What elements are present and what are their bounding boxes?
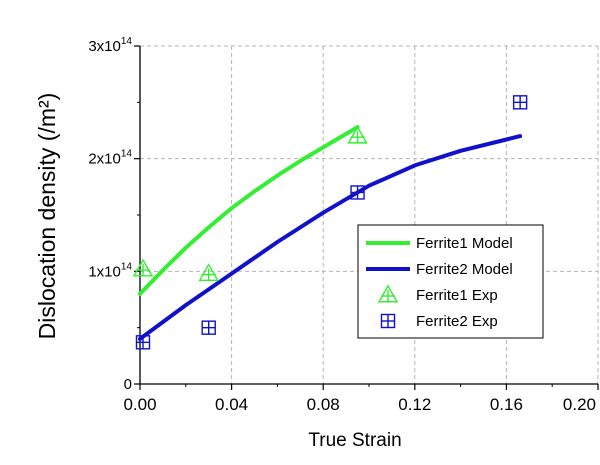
x-tick-label: 0.16: [490, 395, 523, 414]
legend-swatch-square: [380, 313, 396, 329]
x-tick-label: 0.20: [563, 395, 596, 414]
legend-label: Ferrite2 Model: [416, 261, 513, 278]
y-tick-label: 0: [124, 376, 132, 393]
series-ferrite2-model: [138, 134, 523, 341]
series-ferrite1-model: [138, 125, 360, 296]
y-tick-label: 3x1014: [88, 36, 132, 55]
x-tick-label: 0.04: [215, 395, 248, 414]
legend-item: Ferrite2 Model: [366, 261, 513, 278]
legend-label: Ferrite1 Model: [416, 235, 513, 252]
legend-item: Ferrite1 Model: [366, 235, 513, 252]
series-line: [138, 125, 360, 296]
x-tick-label: 0.08: [307, 395, 340, 414]
legend-label: Ferrite1 Exp: [416, 287, 498, 304]
y-ticks: 0 1x1014 2x1014 3x1014: [88, 36, 140, 393]
x-axis-title: True Strain: [308, 430, 401, 451]
x-tick-label: 0.00: [123, 395, 156, 414]
data-point-square: [350, 185, 365, 200]
y-tick-label: 1x1014: [88, 261, 132, 280]
data-point-square: [512, 95, 528, 110]
legend-item: Ferrite2 Exp: [380, 313, 498, 330]
legend-swatch-triangle: [377, 284, 399, 303]
series-ferrite2-exp: [135, 95, 528, 350]
data-point-square: [201, 320, 216, 335]
legend: Ferrite1 Model Ferrite2 Model Ferrite1 Exp…: [357, 224, 544, 339]
data-point-triangle: [132, 258, 154, 277]
series-ferrite1-exp: [132, 125, 368, 282]
legend-item: Ferrite1 Exp: [377, 284, 498, 304]
data-point-triangle: [347, 125, 368, 144]
x-tick-label: 0.12: [398, 395, 431, 414]
data-point-triangle: [198, 263, 219, 282]
y-axis-title: Dislocation density (/m²): [34, 93, 60, 340]
series-layer: [132, 95, 528, 350]
y-tick-label: 2x1014: [88, 149, 132, 168]
x-ticks: 0.00 0.04 0.08 0.12 0.16 0.20: [123, 384, 599, 414]
legend-label: Ferrite2 Exp: [416, 313, 498, 330]
series-line: [138, 134, 523, 341]
data-point-square: [135, 335, 151, 350]
